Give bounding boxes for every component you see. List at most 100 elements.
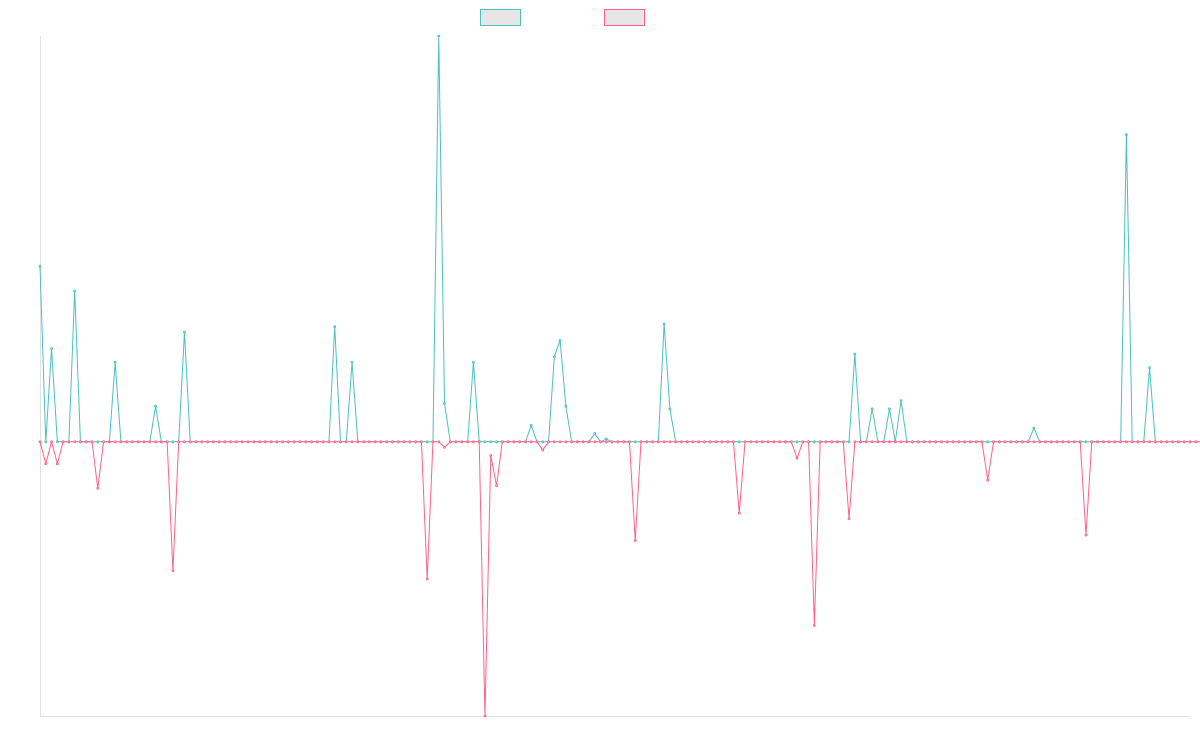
series-2-point[interactable]: [755, 440, 758, 444]
series-2-point[interactable]: [177, 440, 181, 444]
series-2-point[interactable]: [1159, 440, 1163, 444]
series-2-point[interactable]: [477, 440, 481, 444]
series-1-point[interactable]: [113, 360, 117, 364]
series-1-point[interactable]: [425, 440, 429, 444]
series-2-point[interactable]: [154, 440, 157, 444]
legend-swatch-series-2[interactable]: [604, 9, 645, 26]
series-2-point[interactable]: [500, 440, 504, 444]
series-2-point[interactable]: [628, 440, 631, 444]
series-2-point[interactable]: [125, 440, 129, 444]
series-2-point[interactable]: [252, 440, 256, 444]
series-2-point[interactable]: [680, 440, 683, 444]
series-2-point[interactable]: [466, 440, 470, 444]
series-2-point[interactable]: [356, 440, 360, 444]
series-2-point[interactable]: [743, 440, 747, 444]
series-2-point[interactable]: [183, 440, 186, 444]
series-2-point[interactable]: [1078, 440, 1082, 444]
series-2-point[interactable]: [96, 487, 100, 490]
series-2-point[interactable]: [206, 440, 209, 444]
series-2-point[interactable]: [67, 440, 71, 444]
series-2-point[interactable]: [1073, 440, 1076, 444]
series-1-point[interactable]: [472, 360, 475, 364]
series-1-point[interactable]: [633, 440, 637, 444]
series-2-point[interactable]: [333, 440, 337, 444]
series-2-point[interactable]: [789, 440, 793, 444]
series-1-point[interactable]: [44, 440, 48, 444]
series-1-point[interactable]: [483, 440, 487, 444]
series-2-point[interactable]: [576, 440, 579, 444]
series-2-point[interactable]: [1015, 440, 1019, 444]
series-1-point[interactable]: [847, 440, 851, 444]
series-2-point[interactable]: [570, 440, 574, 444]
series-2-point[interactable]: [1061, 440, 1065, 444]
series-2-point[interactable]: [593, 440, 597, 444]
series-1-point[interactable]: [50, 347, 53, 350]
series-1-point[interactable]: [668, 407, 672, 411]
series-2-point[interactable]: [142, 440, 146, 444]
series-2-point[interactable]: [107, 440, 111, 444]
series-2-point[interactable]: [1026, 440, 1030, 444]
series-2-point[interactable]: [853, 440, 857, 444]
series-2-point[interactable]: [882, 440, 886, 444]
series-2-point[interactable]: [1049, 440, 1053, 444]
series-2-point[interactable]: [1084, 533, 1088, 537]
series-2-point[interactable]: [396, 440, 400, 444]
series-2-point[interactable]: [674, 440, 678, 444]
series-2-point[interactable]: [200, 440, 204, 444]
series-2-point[interactable]: [263, 440, 267, 444]
series-2-point[interactable]: [50, 440, 53, 444]
series-2-point[interactable]: [604, 440, 608, 444]
series-2-point[interactable]: [697, 440, 701, 444]
series-1-point[interactable]: [737, 440, 741, 444]
series-2-point[interactable]: [414, 440, 418, 444]
series-2-point[interactable]: [911, 440, 915, 444]
series-2-point[interactable]: [922, 440, 926, 444]
series-1-point[interactable]: [853, 352, 857, 356]
series-2-point[interactable]: [425, 577, 429, 581]
series-2-point[interactable]: [916, 440, 920, 444]
series-2-point[interactable]: [957, 440, 961, 444]
series-2-point[interactable]: [402, 440, 406, 444]
series-2-point[interactable]: [599, 440, 602, 444]
series-2-point[interactable]: [564, 440, 568, 444]
series-2-point[interactable]: [1182, 440, 1186, 444]
series-2-point[interactable]: [691, 440, 695, 444]
series-1-point[interactable]: [73, 289, 77, 293]
series-2-point[interactable]: [992, 440, 995, 444]
series-2-point[interactable]: [934, 440, 938, 444]
series-2-point[interactable]: [997, 440, 1001, 444]
series-2-point[interactable]: [1107, 440, 1111, 444]
series-1-line[interactable]: [39, 35, 1200, 443]
series-2-point[interactable]: [437, 440, 441, 444]
series-2-point[interactable]: [1125, 440, 1128, 444]
series-2-point[interactable]: [778, 440, 782, 444]
series-2-point[interactable]: [945, 440, 949, 444]
series-2-point[interactable]: [766, 440, 770, 444]
series-2-point[interactable]: [714, 440, 718, 444]
series-2-point[interactable]: [1096, 440, 1099, 444]
series-2-point[interactable]: [928, 440, 932, 444]
series-2-point[interactable]: [772, 440, 776, 444]
series-2-point[interactable]: [38, 440, 42, 444]
series-2-point[interactable]: [622, 440, 626, 444]
series-2-point[interactable]: [472, 440, 475, 444]
series-2-point[interactable]: [281, 440, 285, 444]
series-2-point[interactable]: [893, 440, 897, 444]
series-2-point[interactable]: [1119, 440, 1123, 444]
series-2-point[interactable]: [460, 440, 464, 444]
series-2-point[interactable]: [1055, 440, 1059, 444]
series-1-point[interactable]: [899, 399, 903, 403]
series-2-point[interactable]: [217, 440, 221, 444]
series-2-point[interactable]: [298, 440, 302, 444]
series-2-point[interactable]: [616, 440, 620, 444]
series-2-point[interactable]: [668, 440, 672, 444]
series-2-point[interactable]: [506, 440, 510, 444]
series-2-point[interactable]: [749, 440, 753, 444]
series-2-point[interactable]: [685, 440, 689, 444]
series-2-point[interactable]: [373, 440, 377, 444]
series-1-point[interactable]: [662, 322, 666, 326]
series-2-point[interactable]: [1101, 440, 1105, 444]
series-2-point[interactable]: [963, 440, 967, 444]
series-2-point[interactable]: [1113, 440, 1117, 444]
series-2-point[interactable]: [512, 440, 516, 444]
